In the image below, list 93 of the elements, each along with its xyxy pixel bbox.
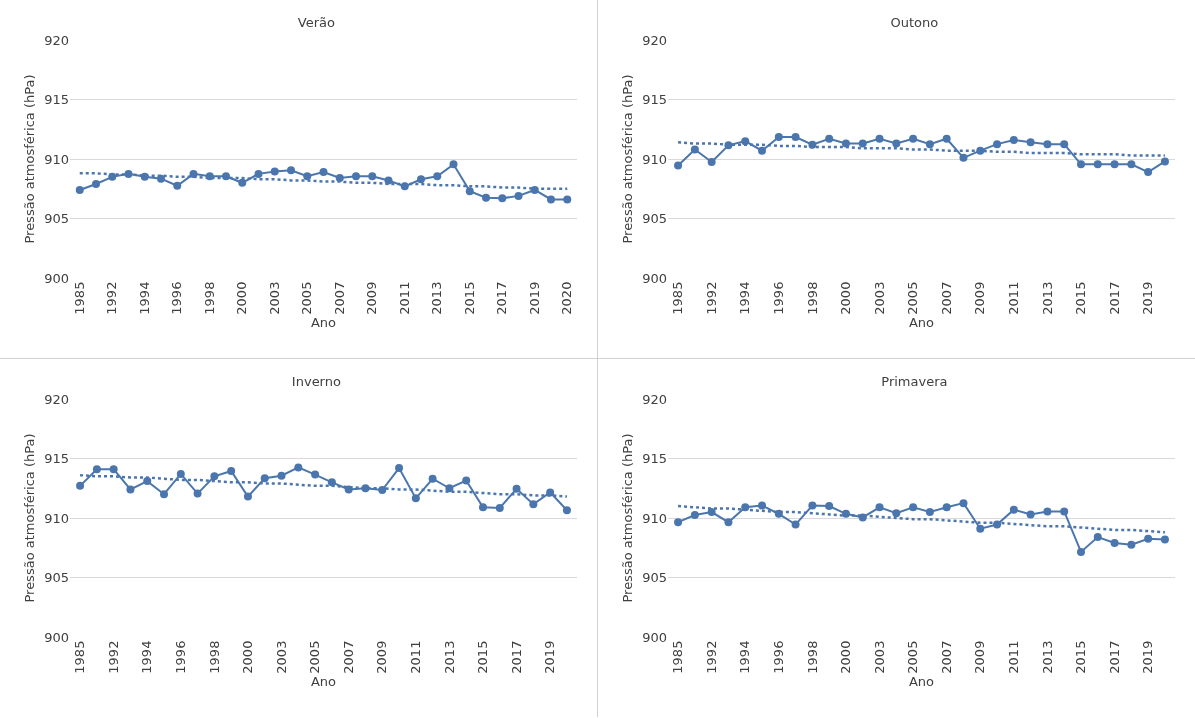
x-tick-label: 2013 <box>1039 281 1055 315</box>
x-tick-label: 1994 <box>737 640 753 674</box>
x-tick-label: 2015 <box>1073 281 1089 315</box>
x-tick-label: 1992 <box>104 281 120 315</box>
x-tick-label: 2019 <box>1140 640 1156 674</box>
x-tick-label: 2007 <box>340 640 356 674</box>
y-tick-label: 905 <box>44 211 69 227</box>
x-tick-label: 2009 <box>374 640 390 674</box>
x-tick-label: 2005 <box>905 640 921 674</box>
y-tick-label: 910 <box>642 151 667 167</box>
x-tick-label: 2019 <box>526 281 542 315</box>
y-tick-label: 900 <box>44 629 69 645</box>
x-tick-label: 1996 <box>771 281 787 315</box>
y-tick-label: 905 <box>642 570 667 586</box>
x-tick-label: 2011 <box>408 640 424 674</box>
x-tick-label: 2017 <box>1106 640 1122 674</box>
x-axis-title: Ano <box>310 315 337 331</box>
x-tick-label: 2011 <box>1006 640 1022 674</box>
x-tick-label: 2007 <box>938 281 954 315</box>
x-tick-label: 2003 <box>273 640 289 674</box>
x-tick-label: 2000 <box>240 640 256 674</box>
x-tick-label: 1985 <box>670 281 686 315</box>
x-tick-label: 2015 <box>461 281 477 315</box>
x-tick-label: 1992 <box>703 281 719 315</box>
x-tick-label: 2003 <box>871 281 887 315</box>
x-tick-label: 1985 <box>72 640 88 674</box>
x-tick-label: 1998 <box>804 281 820 315</box>
x-tick-label: 2020 <box>559 281 575 315</box>
y-tick-label: 920 <box>44 391 69 407</box>
y-tick-label: 900 <box>44 270 69 286</box>
x-tick-label: 1985 <box>670 640 686 674</box>
y-axis-title: Pressão atmosférica (hPa) <box>22 74 38 244</box>
y-tick-label: 920 <box>44 32 69 48</box>
x-tick-label: 2015 <box>475 640 491 674</box>
x-axis-title: Ano <box>310 674 337 690</box>
x-tick-label: 2019 <box>542 640 558 674</box>
chart-title: Inverno <box>291 374 341 389</box>
y-tick-label: 905 <box>642 211 667 227</box>
x-tick-label: 2005 <box>307 640 323 674</box>
x-tick-label: 1985 <box>71 281 87 315</box>
x-tick-label: 1998 <box>206 640 222 674</box>
x-tick-label: 2013 <box>1039 640 1055 674</box>
x-tick-label: 1994 <box>136 281 152 315</box>
y-tick-label: 910 <box>44 151 69 167</box>
x-tick-label: 2000 <box>838 281 854 315</box>
x-tick-label: 2017 <box>508 640 524 674</box>
x-axis-title: Ano <box>908 674 935 690</box>
x-tick-label: 2007 <box>331 281 347 315</box>
x-tick-label: 2003 <box>266 281 282 315</box>
x-axis-title: Ano <box>908 315 935 331</box>
y-tick-label: 900 <box>642 629 667 645</box>
x-tick-label: 2013 <box>429 281 445 315</box>
x-tick-label: 2000 <box>838 640 854 674</box>
chart-title: Primavera <box>881 374 948 389</box>
y-tick-label: 920 <box>642 32 667 48</box>
chart-title: Outono <box>890 15 939 30</box>
x-tick-label: 1996 <box>169 281 185 315</box>
x-tick-label: 2009 <box>972 281 988 315</box>
x-tick-label: 2000 <box>234 281 250 315</box>
x-tick-label: 1998 <box>804 640 820 674</box>
x-tick-label: 2011 <box>1006 281 1022 315</box>
chart-title: Verão <box>297 15 336 30</box>
y-tick-label: 900 <box>642 270 667 286</box>
y-tick-label: 910 <box>642 510 667 526</box>
y-axis-title: Pressão atmosférica (hPa) <box>22 433 38 603</box>
x-tick-label: 2013 <box>441 640 457 674</box>
y-axis-title: Pressão atmosférica (hPa) <box>620 74 636 244</box>
x-tick-label: 2007 <box>938 640 954 674</box>
y-tick-label: 905 <box>44 570 69 586</box>
x-tick-label: 2015 <box>1073 640 1089 674</box>
y-axis-title: Pressão atmosférica (hPa) <box>620 433 636 603</box>
x-tick-label: 2019 <box>1140 281 1156 315</box>
x-tick-label: 1996 <box>173 640 189 674</box>
x-tick-label: 2005 <box>905 281 921 315</box>
y-tick-label: 910 <box>44 510 69 526</box>
x-tick-label: 1994 <box>737 281 753 315</box>
x-tick-label: 2017 <box>494 281 510 315</box>
y-tick-label: 915 <box>44 451 69 467</box>
y-tick-label: 915 <box>642 92 667 108</box>
x-tick-label: 2003 <box>871 640 887 674</box>
y-tick-label: 920 <box>642 391 667 407</box>
x-tick-label: 1994 <box>139 640 155 674</box>
y-tick-label: 915 <box>44 92 69 108</box>
x-tick-label: 2017 <box>1106 281 1122 315</box>
x-tick-label: 2009 <box>364 281 380 315</box>
x-tick-label: 1998 <box>201 281 217 315</box>
x-tick-label: 2011 <box>396 281 412 315</box>
x-tick-label: 1992 <box>703 640 719 674</box>
x-tick-label: 2005 <box>299 281 315 315</box>
x-tick-label: 2009 <box>972 640 988 674</box>
x-tick-label: 1996 <box>771 640 787 674</box>
y-tick-label: 915 <box>642 451 667 467</box>
x-tick-label: 1992 <box>105 640 121 674</box>
